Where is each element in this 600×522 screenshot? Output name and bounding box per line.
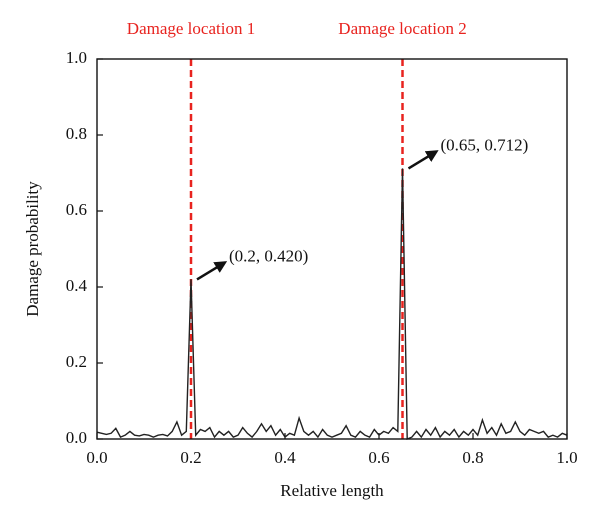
y-tick-label: 1.0 [66,48,87,67]
y-tick-label: 0.2 [66,352,87,371]
marker-label: Damage location 2 [338,19,466,38]
marker-label: Damage location 1 [127,19,255,38]
x-tick-label: 1.0 [556,448,577,467]
x-tick-label: 0.8 [462,448,483,467]
annotation-arrow [196,261,228,281]
plot-frame [96,58,568,440]
annotation: (0.2, 0.420) [229,246,308,265]
y-tick-label: 0.8 [66,124,87,143]
data-line [96,168,568,441]
annotation: (0.65, 0.712) [441,135,529,154]
y-axis-label: Damage probability [23,181,42,317]
y-tick-label: 0.6 [66,200,87,219]
y-tick-label: 0.4 [66,276,88,295]
x-axis-label: Relative length [280,481,384,500]
x-tick-label: 0.0 [86,448,107,467]
annotation-arrow [407,150,439,170]
y-tick-label: 0.0 [66,428,87,447]
x-tick-label: 0.4 [274,448,296,467]
x-tick-label: 0.6 [368,448,389,467]
x-tick-label: 0.2 [180,448,201,467]
